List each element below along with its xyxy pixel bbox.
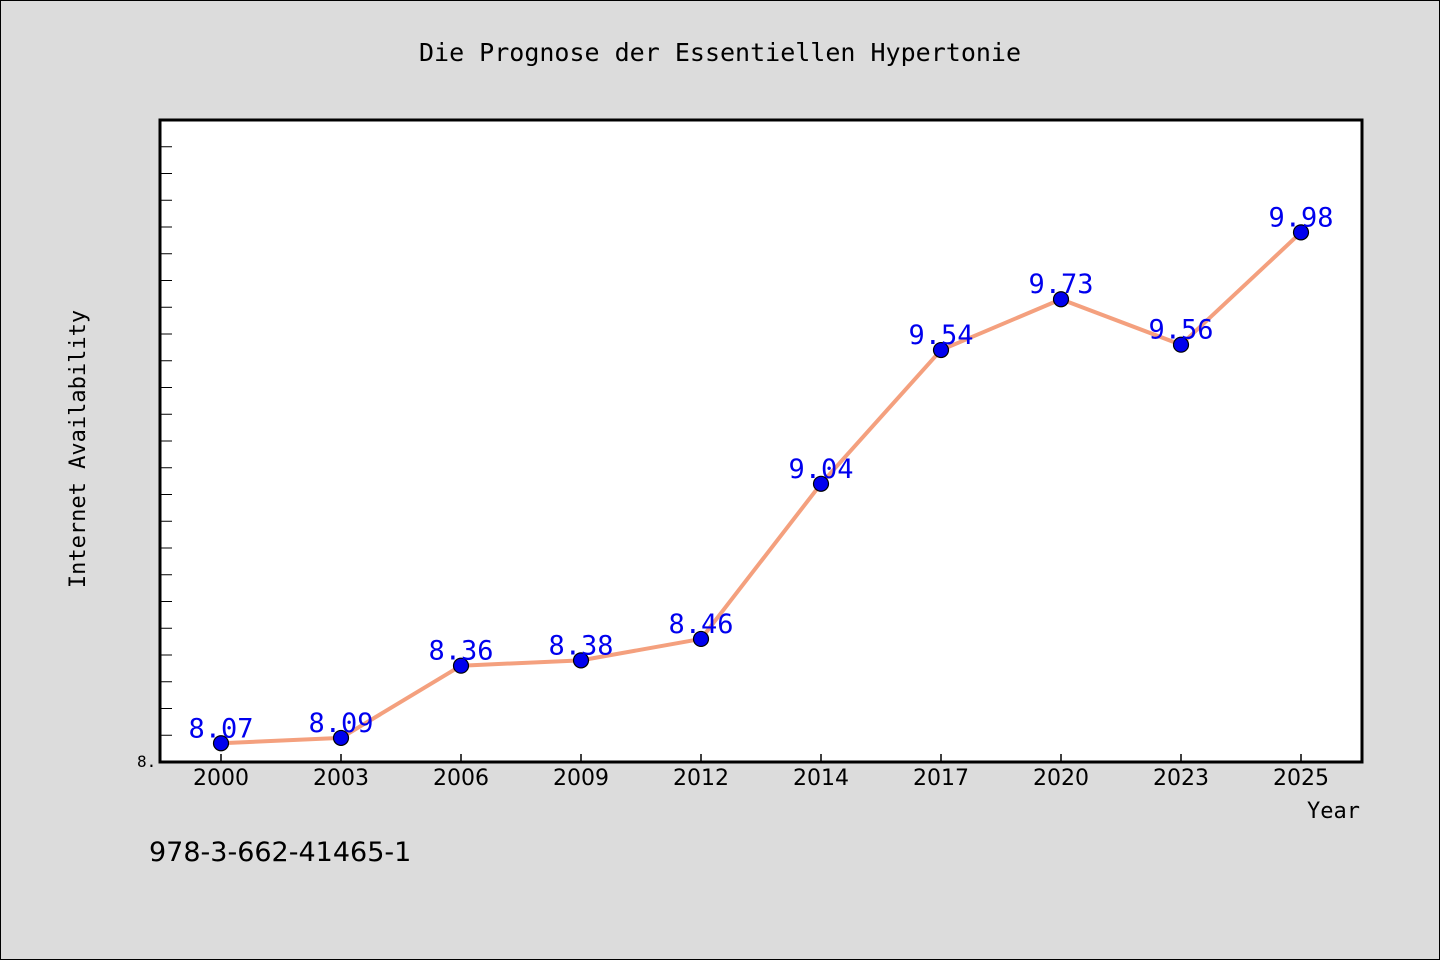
- x-tick-label: 2017: [913, 766, 969, 791]
- data-point: [1172, 336, 1190, 353]
- data-label: 9.04: [788, 454, 853, 485]
- y-axis-ticks: [159, 146, 172, 736]
- data-point: [1292, 224, 1310, 241]
- x-tick-label: 2012: [673, 766, 729, 791]
- x-tick-label: 2023: [1153, 766, 1209, 791]
- data-label: 8.09: [308, 708, 373, 739]
- data-label: 8.38: [548, 630, 613, 661]
- x-tick-label: 2025: [1273, 766, 1329, 791]
- x-tick-label: 2009: [553, 766, 609, 791]
- x-axis-label: Year: [1307, 799, 1360, 824]
- data-label: 9.54: [908, 320, 973, 351]
- x-tick-label: 2014: [793, 766, 849, 791]
- data-point: [572, 652, 590, 669]
- y-tick-label: 8.: [137, 752, 156, 771]
- series-line-group: [219, 230, 1303, 746]
- data-point: [812, 475, 830, 492]
- x-tick-label: 2003: [313, 766, 369, 791]
- chart-title: Die Prognose der Essentiellen Hypertonie: [419, 38, 1021, 67]
- data-point: [932, 341, 950, 359]
- data-point: [692, 630, 710, 648]
- data-label: 8.07: [188, 713, 253, 744]
- x-tick-label: 2000: [193, 766, 249, 791]
- data-markers: [212, 224, 1310, 752]
- x-tick-labels: 2000 2003 2006 2009 2012 2014 2017 2020 2023 2025: [193, 766, 1329, 791]
- x-tick-label: 2006: [433, 766, 489, 791]
- data-label: 9.98: [1268, 202, 1333, 233]
- data-label: 8.46: [668, 609, 733, 640]
- plot-area: [158, 118, 1364, 764]
- data-label: 9.56: [1148, 315, 1213, 346]
- isbn-text: 978-3-662-41465-1: [149, 837, 412, 868]
- data-label: 9.73: [1028, 269, 1093, 300]
- data-point: [212, 735, 230, 752]
- series-line: [219, 230, 1303, 746]
- x-tick-label: 2020: [1033, 766, 1089, 791]
- data-point: [452, 657, 470, 674]
- x-axis-ticks: [220, 754, 1302, 762]
- data-point: [1052, 291, 1070, 308]
- data-point: [332, 729, 350, 747]
- data-labels: 8.07 8.09 8.36 8.38 8.46 9.04 9.54 9.73 9.56 9.98: [188, 202, 1333, 744]
- data-label: 8.36: [428, 636, 493, 667]
- y-axis-label: Internet Availability: [66, 310, 91, 588]
